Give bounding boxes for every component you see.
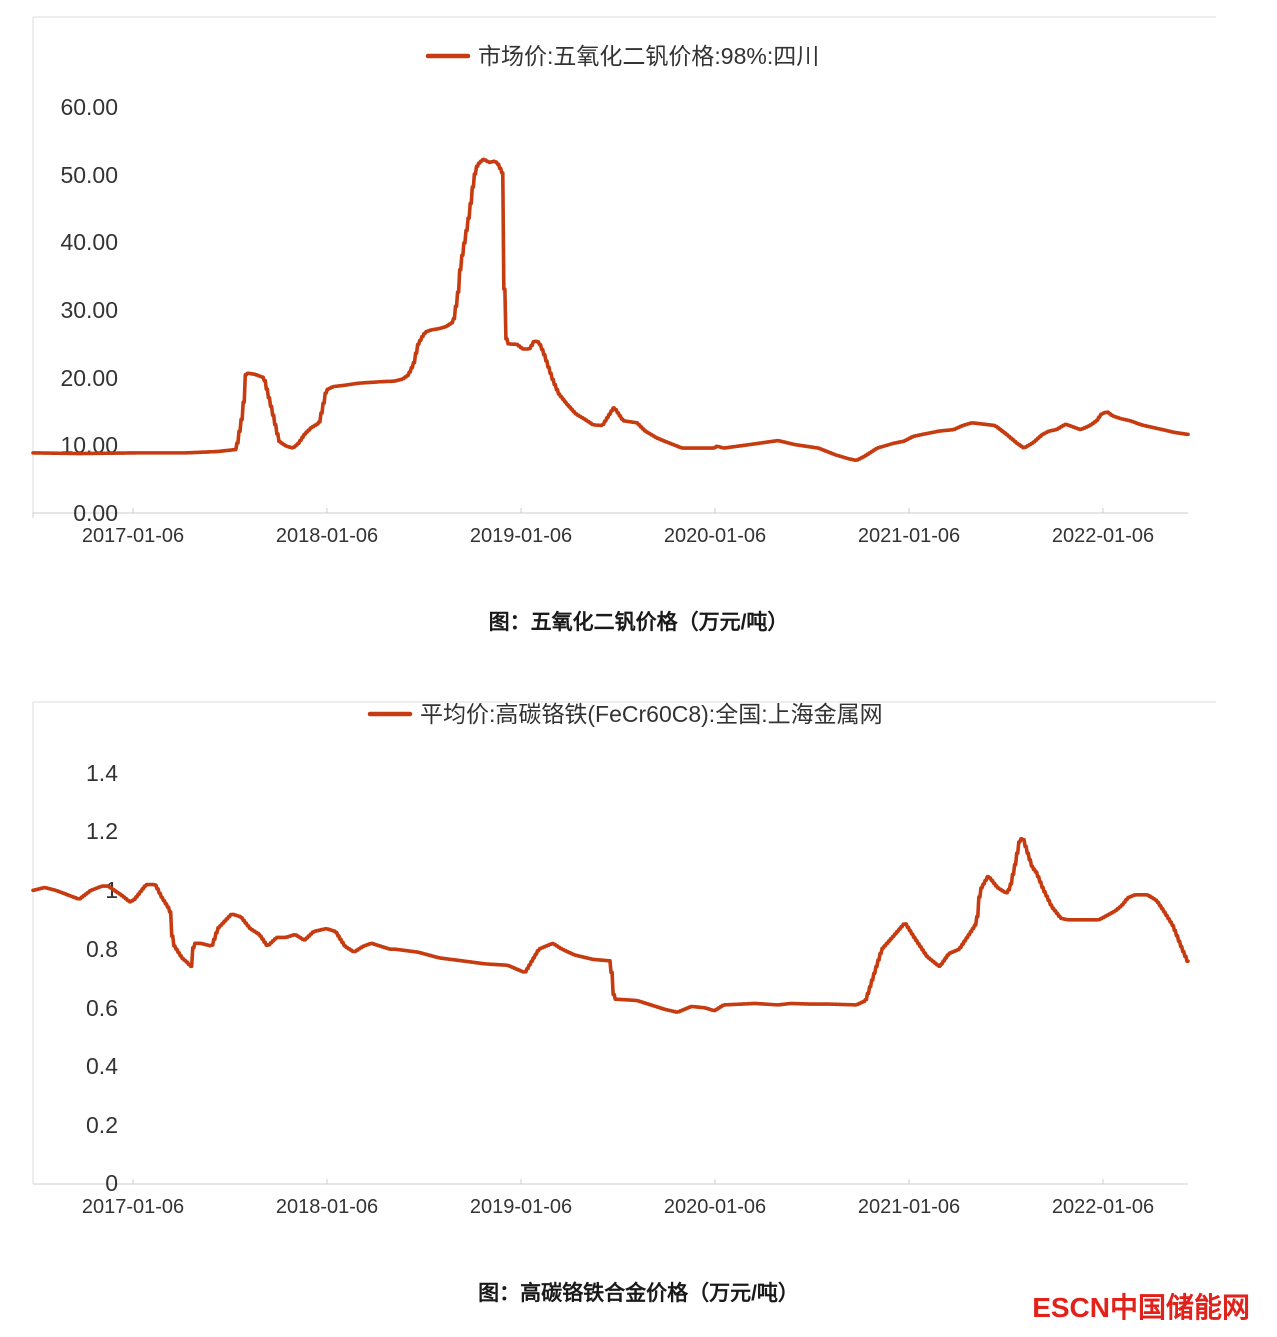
svg-text:2019-01-06: 2019-01-06 [470, 1196, 572, 1218]
svg-text:2017-01-06: 2017-01-06 [82, 525, 184, 547]
svg-text:20.00: 20.00 [60, 365, 118, 391]
svg-text:2021-01-06: 2021-01-06 [858, 1196, 960, 1218]
svg-text:市场价:五氧化二钒价格:98%:四川: 市场价:五氧化二钒价格:98%:四川 [478, 43, 819, 69]
svg-text:2018-01-06: 2018-01-06 [276, 1196, 378, 1218]
svg-text:40.00: 40.00 [60, 229, 118, 255]
svg-text:2020-01-06: 2020-01-06 [664, 525, 766, 547]
svg-text:0.8: 0.8 [86, 936, 118, 962]
svg-text:2022-01-06: 2022-01-06 [1052, 1196, 1154, 1218]
svg-text:2020-01-06: 2020-01-06 [664, 1196, 766, 1218]
svg-text:0.6: 0.6 [86, 995, 118, 1021]
svg-text:30.00: 30.00 [60, 297, 118, 323]
svg-text:60.00: 60.00 [60, 94, 118, 120]
svg-text:1.2: 1.2 [86, 818, 118, 844]
svg-text:2017-01-06: 2017-01-06 [82, 1196, 184, 1218]
svg-text:0.00: 0.00 [73, 500, 118, 526]
svg-text:50.00: 50.00 [60, 162, 118, 188]
svg-text:2022-01-06: 2022-01-06 [1052, 525, 1154, 547]
svg-text:平均价:高碳铬铁(FeCr60C8):全国:上海金属网: 平均价:高碳铬铁(FeCr60C8):全国:上海金属网 [420, 701, 883, 727]
svg-text:1.4: 1.4 [86, 760, 118, 786]
svg-text:2018-01-06: 2018-01-06 [276, 525, 378, 547]
svg-text:0: 0 [105, 1170, 118, 1196]
svg-text:0.4: 0.4 [86, 1053, 118, 1079]
svg-text:2021-01-06: 2021-01-06 [858, 525, 960, 547]
svg-text:0.2: 0.2 [86, 1112, 118, 1138]
svg-text:2019-01-06: 2019-01-06 [470, 525, 572, 547]
